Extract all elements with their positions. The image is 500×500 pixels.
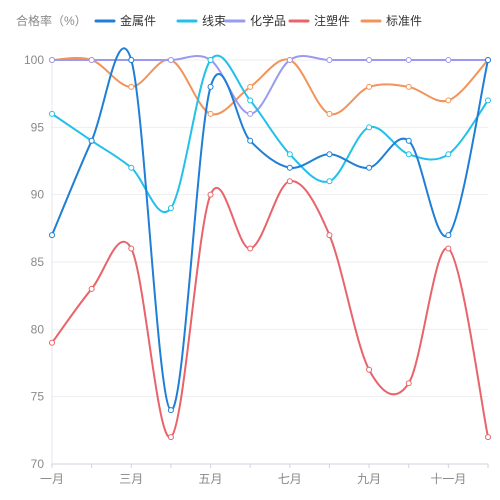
legend-label: 金属件	[120, 13, 156, 28]
data-point[interactable]	[326, 110, 333, 117]
data-point[interactable]	[366, 57, 373, 63]
legend-label: 注塑件	[314, 13, 350, 28]
data-point[interactable]	[247, 245, 254, 252]
series-4	[49, 178, 491, 441]
data-point[interactable]	[405, 57, 412, 63]
data-point[interactable]	[49, 110, 55, 117]
data-point[interactable]	[366, 124, 373, 131]
data-point[interactable]	[247, 137, 254, 144]
data-point[interactable]	[485, 97, 491, 104]
data-point[interactable]	[326, 232, 333, 239]
data-point[interactable]	[326, 57, 333, 63]
data-point[interactable]	[207, 83, 214, 90]
x-tick-label: 十一月	[430, 472, 466, 486]
legend-item[interactable]: 线束	[176, 14, 226, 28]
data-point[interactable]	[88, 137, 95, 144]
data-point[interactable]	[49, 232, 55, 239]
data-point[interactable]	[485, 57, 491, 63]
data-point[interactable]	[366, 164, 373, 171]
data-point[interactable]	[88, 57, 95, 63]
data-point[interactable]	[445, 57, 452, 63]
y-axis-unit-label: 合格率（%）	[16, 13, 87, 28]
data-point[interactable]	[485, 434, 491, 441]
data-point[interactable]	[247, 83, 254, 90]
data-point[interactable]	[247, 97, 254, 104]
series-group	[49, 47, 491, 441]
data-point[interactable]	[286, 178, 293, 185]
legend-item[interactable]: 标准件	[360, 14, 422, 28]
data-point[interactable]	[366, 366, 373, 373]
data-point[interactable]	[167, 434, 174, 441]
data-point[interactable]	[326, 178, 333, 185]
x-axis-ticks: 一月 三月 五月 七月 九月 十一月	[40, 464, 489, 486]
y-tick-label: 95	[31, 120, 45, 134]
series-1	[49, 47, 491, 414]
data-point[interactable]	[405, 83, 412, 90]
legend-label: 线束	[202, 14, 226, 28]
data-point[interactable]	[88, 285, 95, 292]
x-tick-label: 一月	[40, 472, 64, 486]
y-axis-ticks: 70 75 80 85 90 95 100	[24, 53, 44, 471]
data-point[interactable]	[128, 57, 135, 63]
y-tick-label: 100	[24, 53, 44, 67]
data-point[interactable]	[49, 57, 55, 63]
data-point[interactable]	[366, 83, 373, 90]
data-point[interactable]	[128, 164, 135, 171]
data-point[interactable]	[326, 151, 333, 158]
data-point[interactable]	[128, 83, 135, 90]
data-point[interactable]	[405, 380, 412, 387]
data-point[interactable]	[286, 57, 293, 63]
x-tick-label: 七月	[278, 472, 302, 486]
series-line	[51, 180, 489, 439]
data-point[interactable]	[207, 191, 214, 198]
y-tick-label: 80	[31, 322, 45, 336]
y-tick-label: 90	[31, 188, 45, 202]
data-point[interactable]	[445, 245, 452, 252]
data-point[interactable]	[207, 57, 214, 63]
data-point[interactable]	[207, 110, 214, 117]
x-tick-label: 五月	[199, 472, 223, 486]
data-point[interactable]	[445, 151, 452, 158]
data-point[interactable]	[167, 205, 174, 212]
axes	[51, 60, 488, 465]
data-point[interactable]	[167, 57, 174, 63]
data-point[interactable]	[247, 110, 254, 117]
y-tick-label: 85	[31, 255, 45, 269]
series-line	[51, 47, 489, 412]
data-point[interactable]	[405, 137, 412, 144]
data-point[interactable]	[405, 151, 412, 158]
x-tick-label: 三月	[119, 472, 143, 486]
data-point[interactable]	[167, 407, 174, 414]
x-tick-label: 九月	[357, 472, 381, 486]
y-tick-label: 70	[31, 457, 45, 471]
data-point[interactable]	[128, 245, 135, 252]
series-2	[49, 54, 491, 213]
data-point[interactable]	[445, 232, 452, 239]
data-point[interactable]	[286, 164, 293, 171]
legend[interactable]: 金属件 线束 化学品 注塑件 标准件	[94, 13, 422, 28]
y-tick-label: 75	[31, 390, 45, 404]
legend-label: 标准件	[386, 14, 422, 28]
legend-item[interactable]: 注塑件	[288, 13, 350, 28]
data-point[interactable]	[286, 151, 293, 158]
legend-item[interactable]: 化学品	[224, 13, 286, 28]
data-point[interactable]	[49, 339, 55, 346]
data-point[interactable]	[445, 97, 452, 104]
legend-item[interactable]: 金属件	[94, 13, 156, 28]
legend-label: 化学品	[250, 13, 286, 28]
